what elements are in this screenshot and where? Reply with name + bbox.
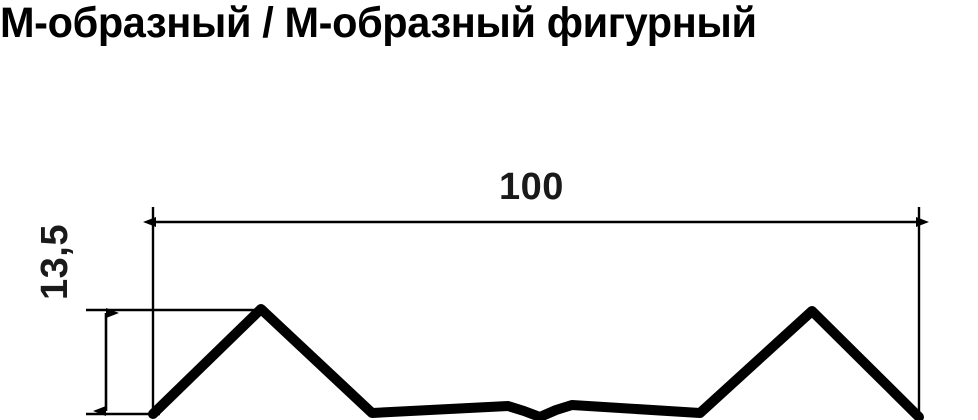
profile-outline (148, 304, 924, 420)
dimension-label-height: 13,5 (34, 224, 76, 300)
page-title: М-образный / М-образный фигурный (0, 0, 757, 47)
dimension-label-width: 100 (499, 166, 564, 208)
